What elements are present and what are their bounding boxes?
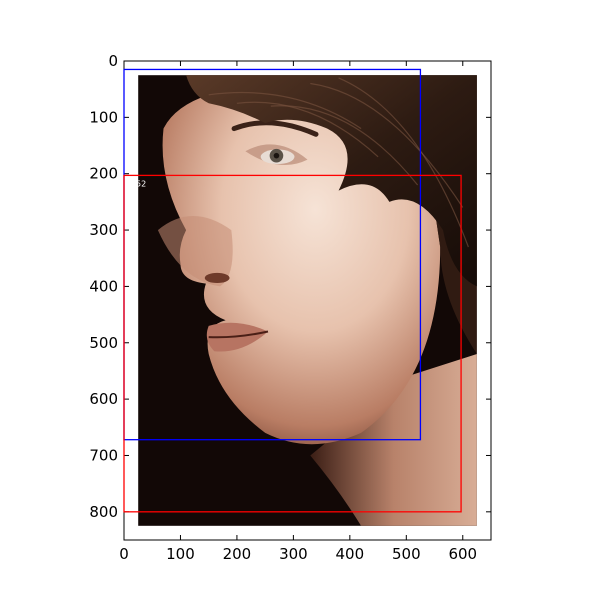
hair: [186, 75, 477, 287]
red-box-label: 52: [136, 179, 146, 188]
y-tick-label: 100: [89, 108, 118, 126]
red-box: [123, 174, 462, 513]
y-tick-label: 0: [108, 52, 118, 70]
portrait-image: [138, 75, 477, 526]
x-tick-label: 200: [223, 545, 252, 563]
y-tick-label: 300: [89, 221, 118, 239]
pupil: [273, 152, 280, 159]
y-tick-label: 600: [89, 390, 118, 408]
x-tick-label: 400: [336, 545, 365, 563]
mouth-line: [208, 330, 269, 339]
hair-strand: [236, 101, 379, 158]
y-tick-label: 200: [89, 165, 118, 183]
y-tick-label: 800: [89, 503, 118, 521]
nostril: [204, 272, 230, 284]
x-tick-label: 500: [392, 545, 421, 563]
hair-strand: [338, 77, 469, 248]
hair-strand: [310, 82, 464, 208]
x-tick-label: 300: [279, 545, 308, 563]
y-tick-label: 500: [89, 334, 118, 352]
hair-strand: [208, 91, 362, 130]
y-tick-label: 700: [89, 446, 118, 464]
x-tick-label: 600: [448, 545, 477, 563]
hair-strand: [270, 105, 419, 186]
nose-shadow: [157, 216, 233, 287]
y-tick-label: 400: [89, 277, 118, 295]
eyebrow: [231, 120, 319, 137]
x-tick-label: 100: [166, 545, 195, 563]
x-tick-label: 0: [119, 545, 129, 563]
